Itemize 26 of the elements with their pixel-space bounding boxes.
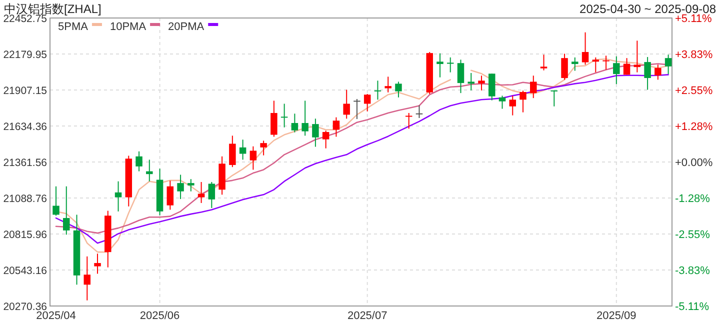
y-tick-label: 21634.36: [3, 121, 48, 133]
y-tick-label: 22452.75: [3, 13, 48, 25]
y2-tick-label: +1.28%: [675, 120, 713, 133]
x-tick-label: 2025/09: [596, 310, 636, 320]
legend-label: 20PMA: [168, 21, 205, 33]
x-tick-label: 2025/07: [347, 310, 388, 320]
y-tick-label: 21088.76: [3, 193, 48, 205]
y2-tick-label: +3.83%: [675, 49, 713, 62]
y2-tick-label: -2.55%: [675, 228, 710, 241]
legend-label: 5PMA: [58, 21, 89, 33]
y2-tick-label: +0.00%: [675, 157, 713, 169]
y-tick-label: 20270.36: [3, 301, 48, 313]
y-tick-label: 20815.96: [3, 229, 48, 241]
y2-tick-label: -3.83%: [675, 264, 710, 277]
y2-tick-label: -1.28%: [675, 193, 710, 206]
x-tick-label: 2025/06: [140, 310, 180, 320]
legend-label: 10PMA: [110, 21, 147, 33]
y2-tick-label: +5.11%: [675, 13, 712, 25]
y2-tick-label: -5.11%: [675, 301, 710, 313]
x-tick-label: 2025/04: [36, 310, 76, 320]
y-tick-label: 20543.16: [3, 265, 48, 277]
y-tick-label: 21907.15: [3, 85, 48, 97]
y-tick-label: 21361.56: [3, 157, 48, 169]
chart-title: 中汉铝指数[ZHAL]: [4, 2, 102, 16]
y2-tick-label: +2.55%: [675, 85, 713, 98]
y-tick-label: 22179.95: [3, 49, 48, 61]
